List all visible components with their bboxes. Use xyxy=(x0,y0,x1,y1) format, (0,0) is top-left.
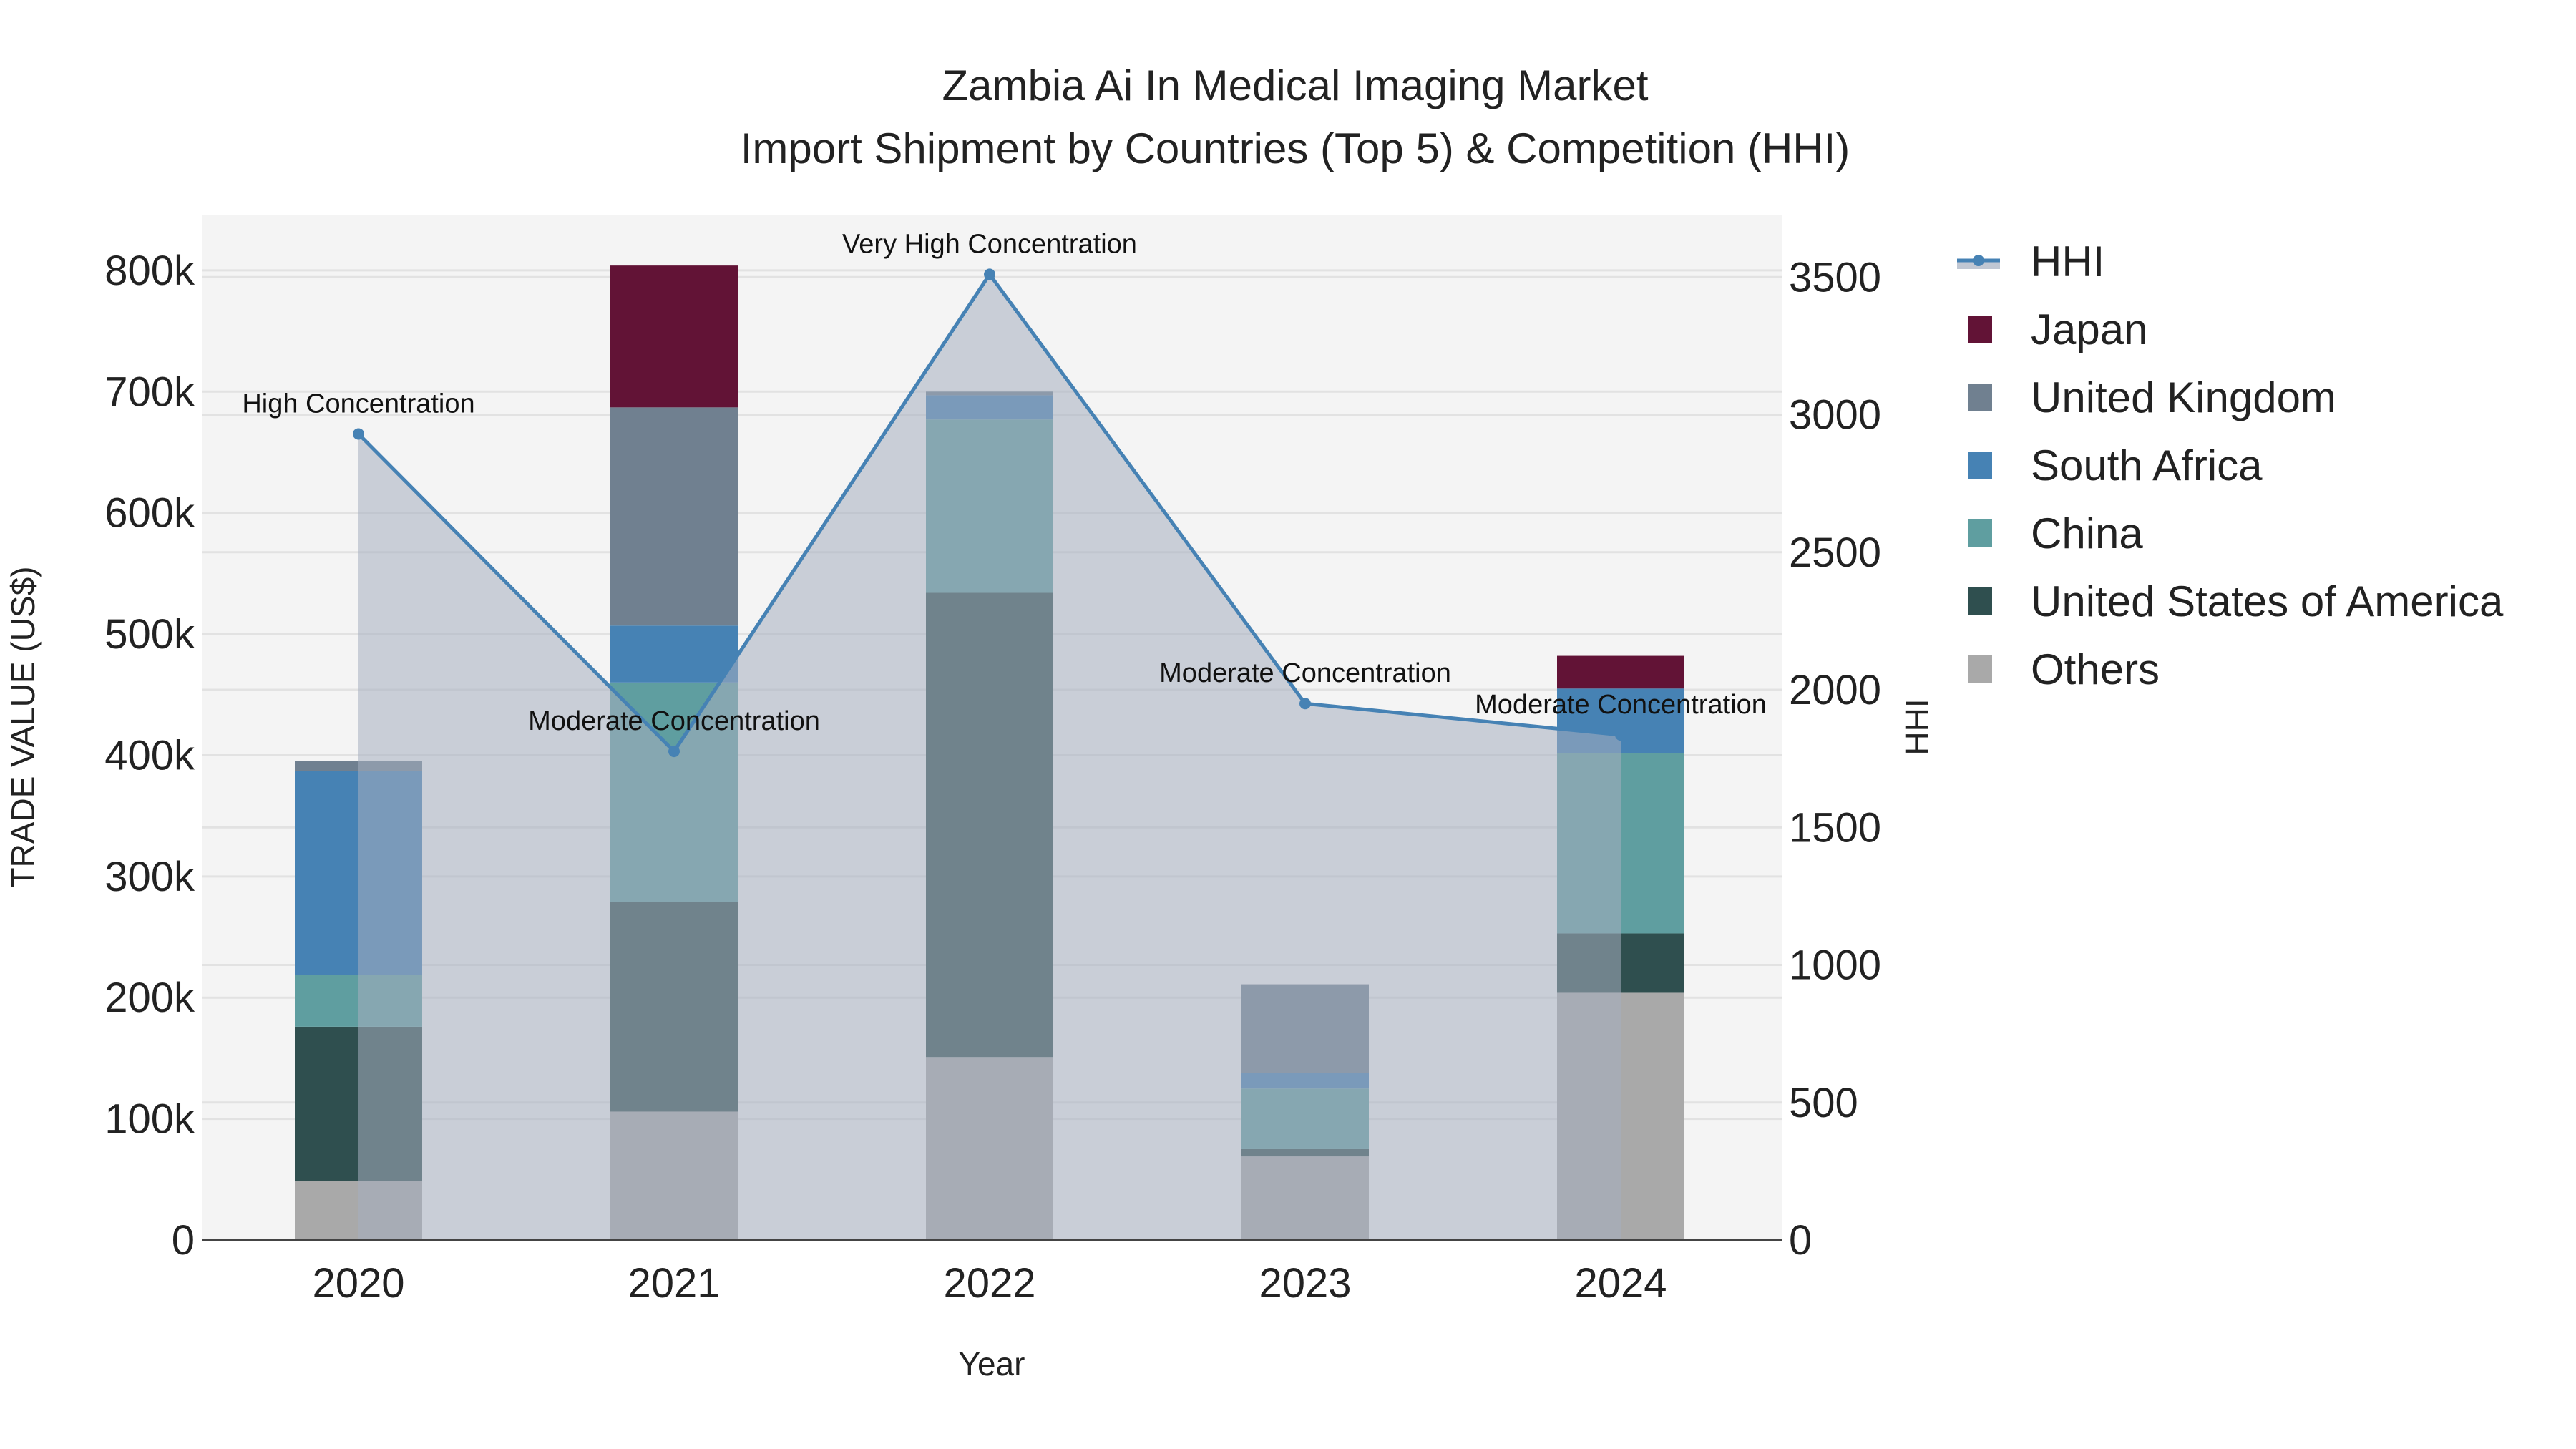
y2-axis-title: HHI xyxy=(1898,698,1936,755)
hhi-point-2022 xyxy=(984,268,995,280)
hhi-annotation: Very High Concentration xyxy=(842,229,1137,259)
y-tick-label: 0 xyxy=(172,1217,195,1264)
legend-swatch xyxy=(1968,316,1992,343)
legend-label: United States of America xyxy=(2031,577,2504,625)
x-axis-title: Year xyxy=(959,1345,1025,1382)
x-tick-label: 2024 xyxy=(1574,1260,1667,1307)
legend-swatch xyxy=(1968,587,1992,615)
legend-marker xyxy=(1973,255,1984,266)
y-tick-label: 500k xyxy=(104,611,195,658)
legend-item-china[interactable]: China xyxy=(1968,509,2143,557)
hhi-point-2024 xyxy=(1615,729,1626,741)
hhi-annotation: High Concentration xyxy=(242,389,474,419)
hhi-point-2023 xyxy=(1299,698,1311,710)
y-tick-label: 300k xyxy=(104,854,195,900)
hhi-annotation: Moderate Concentration xyxy=(1159,658,1451,688)
hhi-annotation: Moderate Concentration xyxy=(1475,690,1767,720)
legend-item-hhi[interactable]: HHI xyxy=(1957,238,2104,286)
x-tick-label: 2020 xyxy=(312,1260,404,1307)
legend-label: HHI xyxy=(2031,238,2104,286)
y-tick-label: 100k xyxy=(104,1096,195,1143)
legend-item-others[interactable]: Others xyxy=(1968,645,2160,693)
y2-tick-label: 3000 xyxy=(1789,392,1881,439)
legend-item-south-africa[interactable]: South Africa xyxy=(1968,441,2263,489)
x-tick-label: 2021 xyxy=(628,1260,720,1307)
y-tick-label: 800k xyxy=(104,248,195,294)
y-tick-label: 600k xyxy=(104,490,195,537)
chart-subtitle: Import Shipment by Countries (Top 5) & C… xyxy=(741,125,1850,172)
y2-tick-label: 1500 xyxy=(1789,804,1881,851)
legend-item-united-kingdom[interactable]: United Kingdom xyxy=(1968,374,2336,421)
y-axis-title: TRADE VALUE (US$) xyxy=(4,566,42,887)
legend-item-japan[interactable]: Japan xyxy=(1968,306,2147,353)
hhi-point-2020 xyxy=(353,428,364,440)
legend-label: Others xyxy=(2031,645,2160,693)
legend-swatch xyxy=(1968,452,1992,479)
bar-united-kingdom-2021 xyxy=(610,407,738,626)
legend: HHI Japan United Kingdom South Africa China U… xyxy=(1957,238,2504,693)
legend-item-united-states-of-america[interactable]: United States of America xyxy=(1968,577,2504,625)
y2-tick-label: 0 xyxy=(1789,1217,1812,1264)
legend-label: China xyxy=(2031,509,2143,557)
y2-tick-label: 3500 xyxy=(1789,254,1881,301)
y2-tick-label: 2000 xyxy=(1789,667,1881,713)
x-tick-label: 2022 xyxy=(943,1260,1035,1307)
legend-swatch xyxy=(1968,519,1992,547)
legend-label: United Kingdom xyxy=(2031,374,2336,421)
legend-label: South Africa xyxy=(2031,441,2263,489)
legend-swatch xyxy=(1968,655,1992,683)
bar-japan-2024 xyxy=(1557,655,1684,689)
bar-japan-2021 xyxy=(610,265,738,408)
y2-tick-label: 1000 xyxy=(1789,942,1881,989)
y2-tick-label: 500 xyxy=(1789,1080,1858,1126)
hhi-area xyxy=(358,274,1621,1240)
bar-south-africa-2021 xyxy=(610,625,738,683)
hhi-point-2021 xyxy=(668,746,680,758)
y-tick-label: 400k xyxy=(104,732,195,779)
legend-label: Japan xyxy=(2031,306,2147,353)
y-tick-label: 700k xyxy=(104,369,195,415)
y-tick-label: 200k xyxy=(104,975,195,1021)
x-tick-label: 2023 xyxy=(1259,1260,1351,1307)
y2-tick-label: 2500 xyxy=(1789,530,1881,576)
hhi-annotation: Moderate Concentration xyxy=(528,706,820,736)
chart-title: Zambia Ai In Medical Imaging Market xyxy=(942,62,1648,109)
legend-swatch xyxy=(1968,384,1992,411)
